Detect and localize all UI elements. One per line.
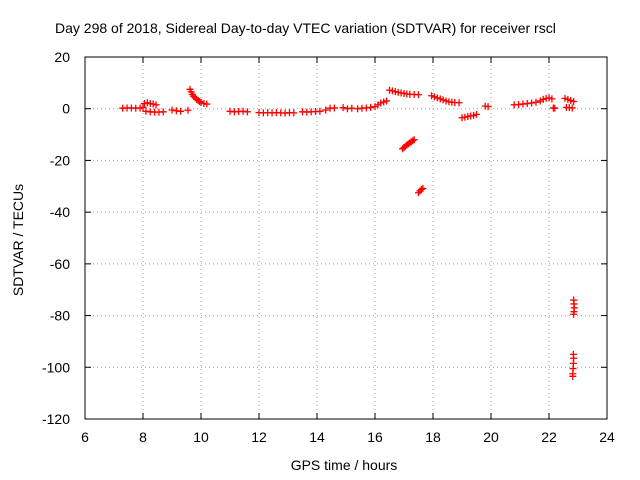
- y-tick-label: -40: [50, 204, 70, 220]
- data-point: [455, 99, 463, 107]
- data-point: [528, 99, 536, 107]
- data-point: [419, 184, 427, 192]
- data-point: [330, 104, 338, 112]
- x-tick-label: 18: [425, 429, 441, 445]
- x-tick-label: 10: [193, 429, 209, 445]
- data-point: [473, 110, 480, 118]
- data-point: [549, 104, 557, 112]
- data-point: [548, 95, 556, 103]
- y-tick-label: 20: [54, 49, 70, 65]
- data-point: [410, 136, 418, 144]
- data-point: [570, 310, 578, 318]
- y-tick-label: -120: [42, 411, 70, 427]
- x-axis-label: GPS time / hours: [290, 457, 398, 473]
- data-point: [383, 97, 391, 105]
- data-point: [568, 104, 576, 112]
- x-tick-label: 16: [367, 429, 383, 445]
- y-tick-label: -20: [50, 152, 70, 168]
- data-point: [203, 100, 211, 108]
- data-point: [290, 109, 298, 117]
- plot-frame: [84, 56, 608, 420]
- x-tick-label: 8: [139, 429, 147, 445]
- data-point: [184, 106, 192, 114]
- y-tick-label: 0: [62, 101, 70, 117]
- axis-ticks: 6 8 10 12 14 16 18 20 22 24 20 0 -20 -40 -60 -80 -100 -12…: [42, 49, 615, 445]
- x-tick-label: 6: [81, 429, 89, 445]
- x-tick-label: 24: [599, 429, 615, 445]
- data-point: [168, 106, 176, 114]
- data-point: [415, 91, 422, 99]
- data-point: [367, 103, 375, 111]
- data-point: [569, 372, 577, 380]
- x-tick-label: 22: [541, 429, 557, 445]
- data-point: [570, 97, 578, 105]
- y-tick-label: -100: [42, 359, 70, 375]
- x-tick-label: 12: [251, 429, 267, 445]
- x-tick-label: 14: [309, 429, 325, 445]
- data-point: [159, 108, 167, 116]
- data-point: [196, 97, 204, 105]
- data-point: [339, 104, 347, 112]
- data-points: [119, 85, 578, 380]
- data-point: [484, 103, 492, 111]
- data-point: [152, 101, 160, 109]
- x-tick-label: 20: [483, 429, 499, 445]
- y-tick-label: -60: [50, 256, 70, 272]
- data-point: [322, 106, 330, 114]
- data-point: [316, 107, 324, 115]
- y-tick-label: -80: [50, 308, 70, 324]
- chart-title: Day 298 of 2018, Sidereal Day-to-day VTE…: [55, 20, 556, 36]
- data-point: [177, 107, 185, 115]
- data-point: [409, 137, 417, 145]
- data-point: [243, 108, 251, 116]
- data-point: [417, 185, 425, 193]
- data-point: [532, 98, 540, 106]
- data-point: [139, 103, 147, 111]
